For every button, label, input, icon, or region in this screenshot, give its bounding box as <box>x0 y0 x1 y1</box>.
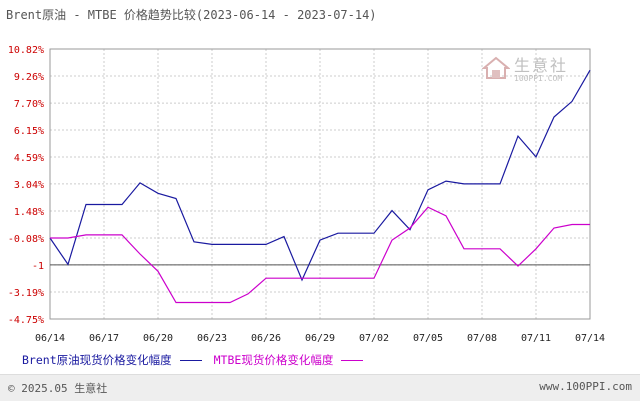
x-tick-label: 06/23 <box>197 333 227 344</box>
x-tick-label: 06/17 <box>89 333 119 344</box>
series-line-mtbe <box>50 206 590 304</box>
y-tick-label: -4.75% <box>8 315 44 326</box>
legend-swatch-mtbe <box>341 359 364 361</box>
y-tick-label: -3.19% <box>8 288 44 299</box>
logo: 生意社 100PPI.COM <box>482 52 568 83</box>
x-tick-label: 07/14 <box>575 333 605 344</box>
x-tick-label: 06/29 <box>305 333 335 344</box>
legend: Brent原油现货价格变化幅度 MTBE现货价格变化幅度 <box>22 352 375 368</box>
y-tick-label: 3.04% <box>14 180 44 191</box>
footer: © 2025.05 生意社 www.100PPI.com <box>0 374 640 401</box>
series-lines <box>49 69 591 304</box>
footer-copyright: © 2025.05 生意社 <box>8 382 108 395</box>
legend-item-mtbe: MTBE现货价格变化幅度 <box>213 353 334 367</box>
y-tick-label: 1.48% <box>14 207 44 218</box>
house-logo-icon <box>482 56 510 79</box>
chart-title: Brent原油 - MTBE 价格趋势比较(2023-06-14 - 2023-… <box>6 8 377 22</box>
legend-item-brent: Brent原油现货价格变化幅度 <box>22 353 172 367</box>
x-tick-label: 07/08 <box>467 333 497 344</box>
y-tick-label: -1 <box>32 261 44 272</box>
y-tick-label: 4.59% <box>14 153 44 164</box>
x-tick-label: 06/26 <box>251 333 281 344</box>
x-tick-label: 06/20 <box>143 333 173 344</box>
plot-frame <box>49 48 591 320</box>
x-axis-ticks: 06/14 06/17 06/20 06/23 06/26 06/29 07/02 07/05… <box>35 333 605 344</box>
x-tick-label: 07/11 <box>521 333 551 344</box>
y-tick-label: 10.82% <box>8 45 44 56</box>
x-tick-label: 07/02 <box>359 333 389 344</box>
x-tick-label: 07/05 <box>413 333 443 344</box>
x-tick-label: 06/14 <box>35 333 65 344</box>
legend-swatch-brent <box>179 359 202 361</box>
chart-area: 10.82% 9.26% 7.70% 6.15% 4.59% 3.04% 1.48% -0.0… <box>8 45 605 344</box>
y-tick-label: 7.70% <box>14 99 44 110</box>
y-tick-label: 6.15% <box>14 126 44 137</box>
y-tick-label: -0.08% <box>8 234 44 245</box>
logo-url: 100PPI.COM <box>514 74 563 83</box>
series-line-brent <box>49 69 591 282</box>
logo-brand: 生意社 <box>514 56 569 75</box>
y-tick-label: 9.26% <box>14 72 44 83</box>
y-axis-ticks: 10.82% 9.26% 7.70% 6.15% 4.59% 3.04% 1.48% -0.0… <box>8 45 44 326</box>
footer-url[interactable]: www.100PPI.com <box>539 380 632 393</box>
